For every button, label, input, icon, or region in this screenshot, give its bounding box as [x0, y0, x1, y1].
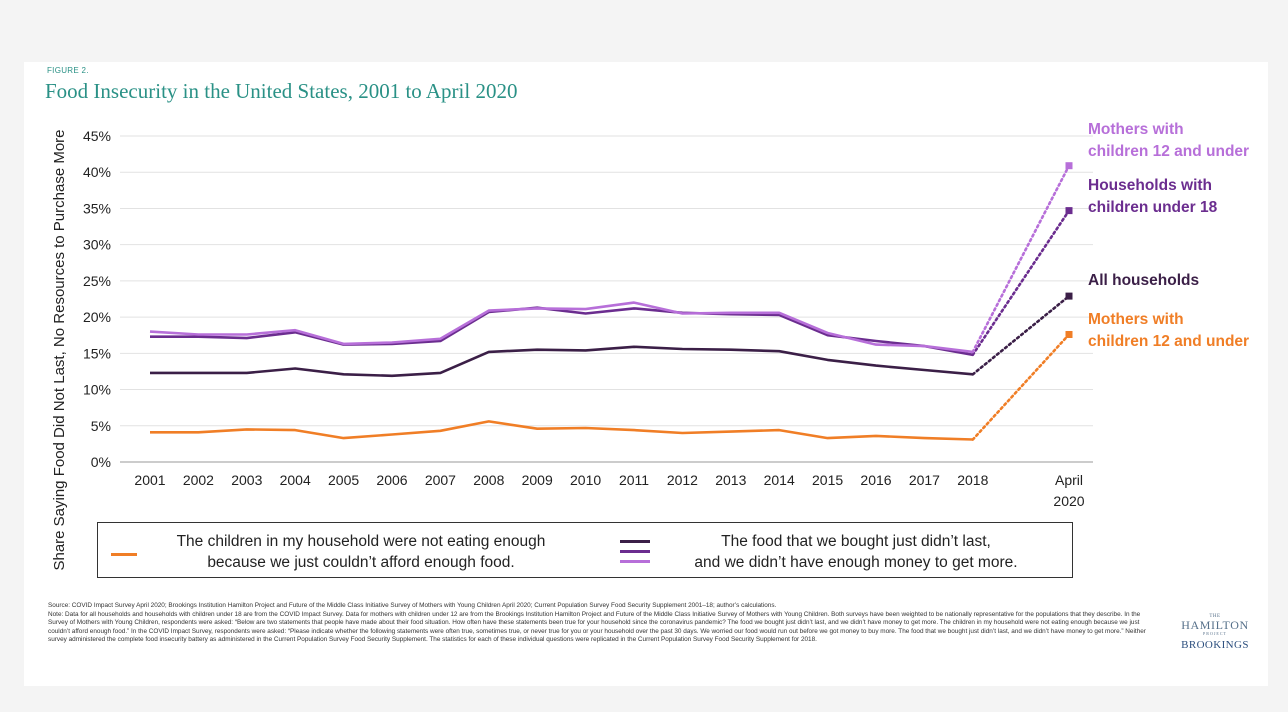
logo-brookings: BROOKINGS [1181, 639, 1249, 651]
x-tick-label: 2003 [231, 472, 262, 488]
x-tick-label: 2002 [183, 472, 214, 488]
series-line-mothers_children_12_food [149, 301, 973, 354]
logo-the: THE [1209, 614, 1221, 619]
x-tick-label: 2016 [860, 472, 891, 488]
logo-hamilton: HAMILTON [1181, 618, 1249, 632]
y-tick-label: 30% [83, 237, 111, 253]
series-dotted-households_children_under_18_food [971, 209, 1071, 357]
y-tick-label: 20% [83, 309, 111, 325]
series-label-mothers_children_12_children: children 12 and under [1088, 333, 1249, 350]
series-line-mothers_children_12_children [150, 420, 973, 441]
legend-swatch-children [111, 553, 137, 556]
series-line-all_households_food [150, 345, 973, 378]
method-note: Note: Data for all households and househ… [48, 610, 1146, 644]
y-tick-label: 0% [91, 454, 111, 470]
x-tick-label-april-2020: April [1055, 472, 1083, 488]
y-axis-label: Share Saying Food Did Not Last, No Resou… [51, 129, 68, 570]
series-label-mothers_children_12_food: Mothers with [1088, 121, 1184, 138]
chart-legend: The children in my household were not ea… [97, 522, 1073, 578]
y-axis-ticks: 0% 5% 10% 15% 20% 25% 30% 35% 40% 45% [83, 128, 111, 470]
hamilton-brookings-logo: THE HAMILTON PROJECT BROOKINGS [1170, 614, 1260, 651]
x-tick-label: 2007 [425, 472, 456, 488]
footnotes: Source: COVID Impact Survey April 2020; … [48, 602, 1158, 645]
legend-text-children-line-2: because we just couldn’t afford enough f… [207, 554, 515, 571]
april-2020-point-households_children_under_18_food [1065, 207, 1073, 215]
y-tick-label: 35% [83, 200, 111, 216]
x-tick-label: 2017 [909, 472, 940, 488]
x-tick-label: 2012 [667, 472, 698, 488]
x-tick-label: 2015 [812, 472, 843, 488]
x-tick-label: 2014 [764, 472, 795, 488]
y-tick-label: 40% [83, 164, 111, 180]
series-dotted-mothers_children_12_children [971, 333, 1071, 441]
logo-project: PROJECT [1203, 631, 1227, 636]
x-tick-label: 2009 [522, 472, 553, 488]
series-label-mothers_children_12_food: children 12 and under [1088, 143, 1249, 160]
april-2020-point-mothers_children_12_food [1065, 162, 1073, 170]
series-label-households_children_under_18_food: children under 18 [1088, 199, 1218, 216]
y-tick-label: 45% [83, 128, 111, 144]
x-tick-label: 2005 [328, 472, 359, 488]
legend-swatch-households-children [620, 550, 650, 553]
x-tick-label-april-2020: 2020 [1053, 493, 1084, 509]
legend-swatch-all-households [620, 540, 650, 543]
y-tick-label: 15% [83, 345, 111, 361]
x-tick-label: 2008 [473, 472, 504, 488]
source-note: Source: COVID Impact Survey April 2020; … [48, 602, 777, 609]
legend-text-children: The children in my household were not ea… [146, 531, 576, 573]
legend-text-food: The food that we bought just didn’t last… [654, 531, 1058, 573]
chart-title: Food Insecurity in the United States, 20… [45, 79, 518, 103]
legend-swatch-mothers [620, 560, 650, 563]
line-chart: 0%5%10%15%20%25%30%35%40%45% 2001 2002 200… [51, 121, 1249, 571]
april-2020-point-all_households_food [1065, 292, 1073, 300]
april-2020-point-mothers_children_12_children [1065, 330, 1073, 338]
legend-text-food-line-1: The food that we bought just didn’t last… [721, 533, 991, 550]
series-label-households_children_under_18_food: Households with [1088, 177, 1212, 194]
series-dotted-all_households_food [971, 294, 1071, 376]
x-tick-label: 2004 [280, 472, 311, 488]
x-tick-label: 2013 [715, 472, 746, 488]
y-tick-label: 10% [83, 382, 111, 398]
series-lines [149, 162, 1073, 441]
gridlines [120, 135, 1093, 463]
y-tick-label: 25% [83, 273, 111, 289]
series-label-mothers_children_12_children: Mothers with [1088, 311, 1184, 328]
legend-text-food-line-2: and we didn’t have enough money to get m… [694, 554, 1018, 571]
x-tick-label: 2010 [570, 472, 601, 488]
legend-text-children-line-1: The children in my household were not ea… [176, 533, 546, 550]
x-tick-label: 2006 [376, 472, 407, 488]
series-labels: Mothers with children 12 and under Househo… [1088, 121, 1249, 350]
x-tick-label: 2018 [957, 472, 988, 488]
y-tick-label: 5% [91, 418, 111, 434]
x-tick-label: 2001 [134, 472, 165, 488]
series-dotted-mothers_children_12_food [971, 164, 1071, 354]
series-label-all_households_food: All households [1088, 272, 1199, 289]
x-axis-ticks: 2001 2002 2003 2004 2005 2006 2007 2008 2009 2010… [134, 472, 1084, 509]
figure-label: FIGURE 2. [47, 66, 89, 75]
x-tick-label: 2011 [619, 472, 649, 488]
